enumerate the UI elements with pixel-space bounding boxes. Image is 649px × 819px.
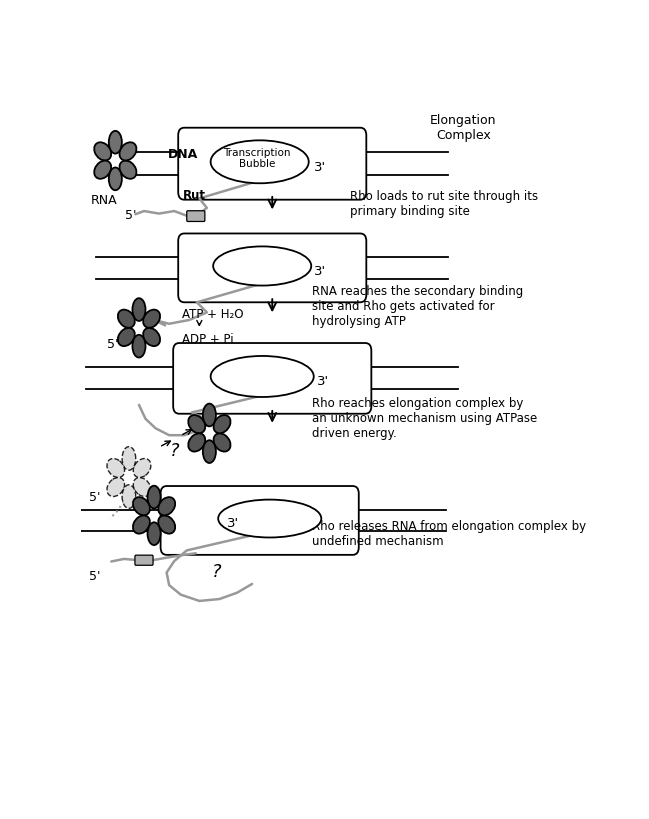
Ellipse shape [214,415,230,434]
Text: 3': 3' [317,375,328,388]
Ellipse shape [214,434,230,452]
Ellipse shape [122,447,136,471]
FancyBboxPatch shape [160,486,359,555]
Text: RNA: RNA [91,194,117,207]
Ellipse shape [188,415,205,434]
Ellipse shape [143,310,160,328]
Ellipse shape [132,336,145,358]
FancyBboxPatch shape [173,344,371,414]
Text: 5': 5' [90,491,101,504]
Ellipse shape [94,143,111,161]
Text: ADP + Pi: ADP + Pi [182,333,234,346]
Text: ?: ? [212,563,222,580]
FancyBboxPatch shape [178,129,366,201]
Ellipse shape [147,486,160,509]
Ellipse shape [119,143,136,161]
Ellipse shape [122,485,136,509]
Ellipse shape [107,459,125,477]
Ellipse shape [118,310,135,328]
Ellipse shape [147,523,160,545]
Text: Elongation
Complex: Elongation Complex [430,114,496,142]
Text: 3': 3' [313,265,326,278]
Text: 5': 5' [90,569,101,582]
Ellipse shape [203,404,216,427]
Text: ATP + H₂O: ATP + H₂O [182,307,243,320]
FancyBboxPatch shape [135,555,153,566]
Text: 5': 5' [125,209,136,222]
Ellipse shape [109,168,122,191]
Text: RNA reaches the secondary binding
site and Rho gets activated for
hydrolysing AT: RNA reaches the secondary binding site a… [313,285,524,328]
Text: Rut: Rut [183,188,206,201]
Ellipse shape [133,459,151,477]
Ellipse shape [133,497,150,516]
Text: Transcription
Bubble: Transcription Bubble [223,147,291,169]
Ellipse shape [203,441,216,464]
Ellipse shape [218,500,321,538]
Text: Rho loads to rut site through its
primary binding site: Rho loads to rut site through its primar… [350,190,538,218]
Text: Rho reaches elongation complex by
an unknown mechanism using ATPase
driven energ: Rho reaches elongation complex by an unk… [313,396,538,440]
Ellipse shape [94,161,111,179]
Ellipse shape [158,497,175,516]
Ellipse shape [158,516,175,534]
Ellipse shape [119,161,136,179]
Text: 5': 5' [106,338,118,351]
Ellipse shape [133,516,150,534]
Text: DNA: DNA [167,148,198,161]
Ellipse shape [118,328,135,346]
Text: Rho releases RNA from elongation complex by
undefined mechanism: Rho releases RNA from elongation complex… [313,519,587,547]
Ellipse shape [143,328,160,346]
Ellipse shape [109,132,122,155]
Ellipse shape [188,434,205,452]
Ellipse shape [107,478,125,497]
Ellipse shape [133,478,151,497]
Text: 3': 3' [227,516,239,529]
FancyBboxPatch shape [187,211,205,222]
Ellipse shape [213,247,312,286]
FancyBboxPatch shape [178,234,366,303]
Ellipse shape [211,356,313,397]
Text: ?: ? [169,441,179,459]
Text: 3': 3' [313,161,326,174]
Ellipse shape [132,299,145,322]
Ellipse shape [211,141,309,184]
